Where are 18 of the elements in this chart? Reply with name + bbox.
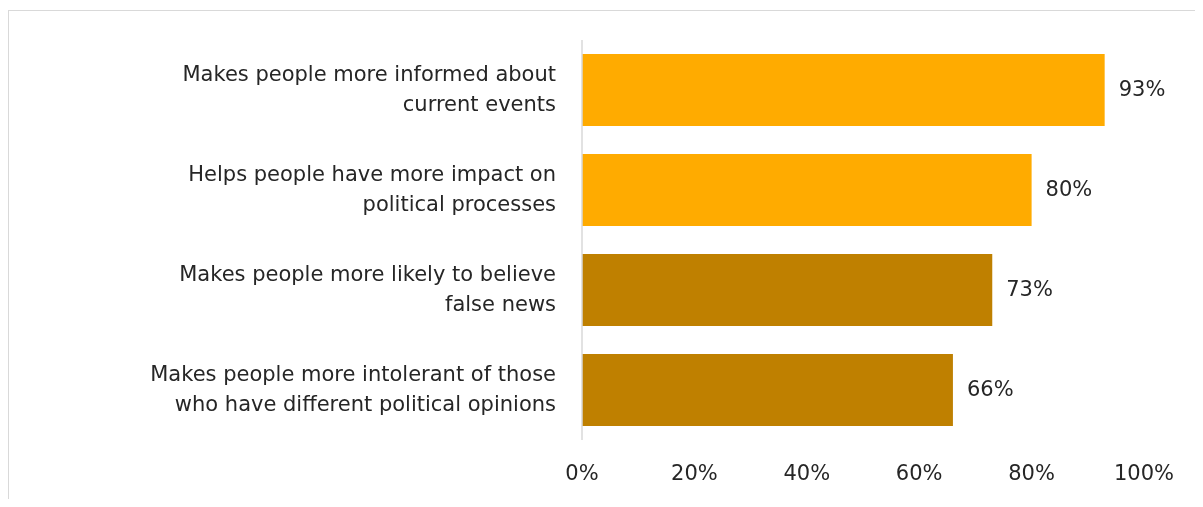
bar (582, 154, 1032, 226)
data-label: 93% (1118, 77, 1166, 101)
bar (582, 354, 953, 426)
x-tick-label: 0% (565, 461, 599, 485)
y-tick-label: Helps people have more impact on political processes (188, 162, 556, 216)
bar (582, 254, 993, 326)
data-label: 73% (1006, 277, 1053, 301)
x-tick-label: 60% (895, 461, 943, 485)
x-tick-label: 20% (671, 461, 718, 485)
y-tick-label: Makes people more likely to believe false news (179, 262, 556, 316)
y-tick-label: Makes people more informed about current events (182, 62, 556, 116)
x-tick-label: 80% (1008, 461, 1055, 485)
data-label: 66% (966, 377, 1014, 401)
data-label: 80% (1045, 177, 1093, 201)
bar (582, 54, 1105, 126)
y-tick-label: Makes people more intolerant of those who have different political opinions (150, 362, 556, 416)
x-tick-label: 40% (783, 461, 831, 485)
x-tick-label: 100% (1113, 461, 1175, 485)
